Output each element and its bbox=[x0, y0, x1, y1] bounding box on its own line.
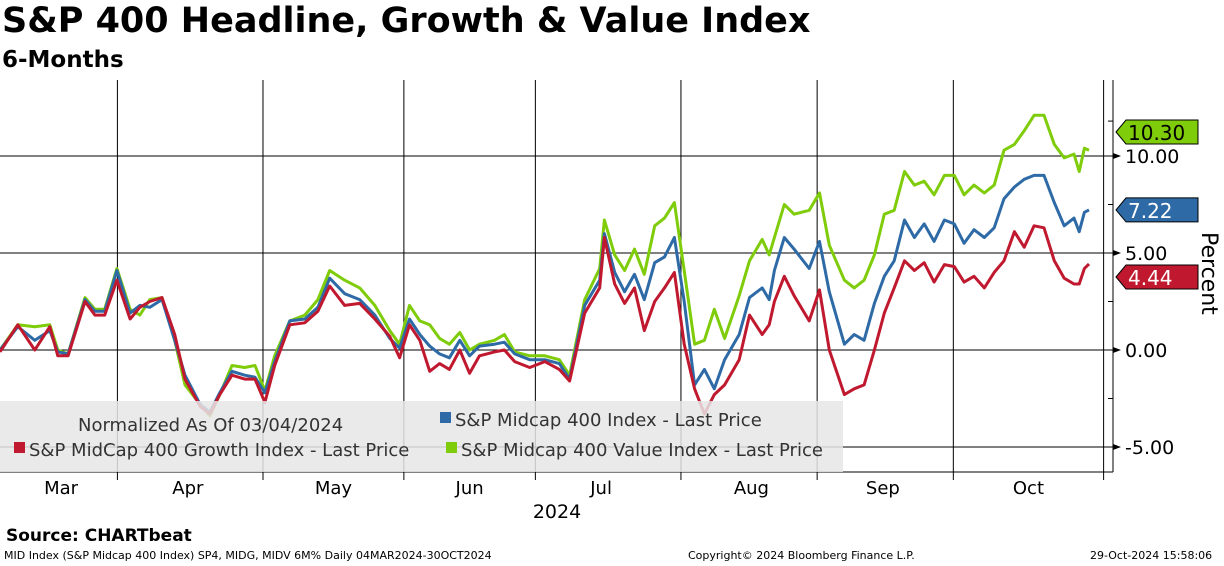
legend-swatch bbox=[14, 442, 25, 453]
x-tick-label: Sep bbox=[866, 478, 900, 499]
chart-subtitle: 6-Months bbox=[2, 47, 124, 73]
y-tick-arrow bbox=[1113, 347, 1121, 353]
x-axis-label: 2024 bbox=[533, 501, 581, 523]
series-line bbox=[0, 173, 1090, 414]
legend-swatch bbox=[440, 412, 451, 423]
series-line bbox=[0, 224, 1091, 416]
y-tick-arrow bbox=[1113, 250, 1121, 256]
legend-header: Normalized As Of 03/04/2024 bbox=[78, 415, 343, 436]
x-tick-label: Mar bbox=[44, 478, 79, 499]
legend-label: S&P Midcap 400 Value Index - Last Price bbox=[461, 440, 823, 461]
y-axis-label: Percent bbox=[1196, 232, 1221, 315]
legend-swatch bbox=[446, 442, 457, 453]
y-tick-label: 10.00 bbox=[1125, 146, 1179, 168]
legend-label: S&P Midcap 400 Index - Last Price bbox=[455, 410, 762, 431]
x-tick-label: May bbox=[315, 478, 353, 499]
legend-box bbox=[0, 401, 843, 472]
y-tick-label: 5.00 bbox=[1125, 243, 1167, 265]
footer-copyright: Copyright© 2024 Bloomberg Finance L.P. bbox=[688, 549, 915, 562]
legend-label: S&P MidCap 400 Growth Index - Last Price bbox=[29, 440, 409, 461]
y-tick-label: 0.00 bbox=[1125, 340, 1167, 362]
last-value-label: 4.44 bbox=[1128, 266, 1173, 290]
y-tick-label: -5.00 bbox=[1125, 437, 1174, 459]
last-value-tag bbox=[1115, 119, 1199, 145]
x-tick-label: Aug bbox=[734, 478, 769, 499]
x-tick-label: Jun bbox=[455, 478, 484, 499]
last-value-label: 7.22 bbox=[1128, 199, 1173, 223]
source-label: Source: CHARTbeat bbox=[6, 526, 192, 546]
last-value-label: 10.30 bbox=[1128, 121, 1185, 145]
x-tick-label: Jul bbox=[589, 478, 612, 499]
chart-title: S&P 400 Headline, Growth & Value Index bbox=[2, 1, 811, 41]
footer-index-info: MID Index (S&P Midcap 400 Index) SP4, MI… bbox=[4, 549, 492, 562]
footer-timestamp: 29-Oct-2024 15:58:06 bbox=[1090, 549, 1213, 562]
y-tick-arrow bbox=[1113, 444, 1121, 450]
x-tick-label: Apr bbox=[172, 478, 204, 499]
x-tick-label: Oct bbox=[1013, 478, 1044, 499]
last-value-tag bbox=[1115, 197, 1199, 223]
y-tick-arrow bbox=[1113, 153, 1121, 159]
last-value-tag bbox=[1115, 264, 1199, 290]
